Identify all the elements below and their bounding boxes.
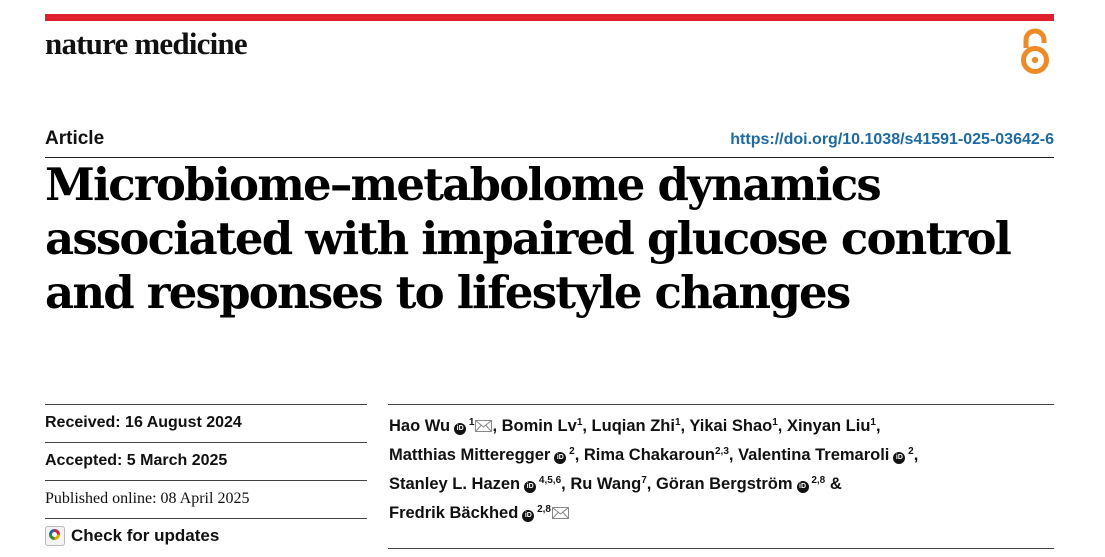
check-for-updates-button[interactable]: Check for updates bbox=[45, 526, 219, 546]
author-separator: , bbox=[777, 417, 787, 435]
affiliation-number[interactable]: 2,3 bbox=[715, 446, 729, 457]
affiliation-number[interactable]: 2,8 bbox=[534, 504, 551, 515]
orcid-icon[interactable]: iD bbox=[454, 423, 467, 435]
affiliation-number[interactable]: 1 bbox=[870, 417, 876, 428]
article-type: Article bbox=[45, 128, 105, 149]
author-separator: & bbox=[825, 475, 842, 493]
affiliation-number[interactable]: 7 bbox=[641, 475, 647, 486]
author-separator: , bbox=[582, 417, 592, 435]
doi-link[interactable]: https://doi.org/10.1038/s41591-025-03642… bbox=[730, 131, 1054, 148]
orcid-icon[interactable]: iD bbox=[524, 481, 537, 493]
author-name: Göran Bergström bbox=[655, 475, 793, 493]
affiliation-number[interactable]: 1 bbox=[674, 417, 681, 428]
author[interactable]: Luqian Zhi1 bbox=[592, 417, 681, 435]
check-for-updates-icon bbox=[45, 526, 65, 546]
meta-divider bbox=[45, 518, 367, 519]
published-date: Published online: 08 April 2025 bbox=[45, 490, 250, 507]
affiliation-number[interactable]: 2 bbox=[905, 446, 914, 457]
authors-divider bbox=[388, 548, 1054, 549]
title-line: Microbiome–metabolome dynamics bbox=[45, 158, 882, 211]
author-list: Hao Wu iD 1, Bomin Lv1, Luqian Zhi1, Yika… bbox=[389, 410, 1054, 526]
received-date: Received: 16 August 2024 bbox=[45, 414, 242, 431]
author-separator: , bbox=[574, 446, 584, 464]
author-name: Stanley L. Hazen bbox=[389, 475, 521, 493]
article-title: Microbiome–metabolome dynamics associate… bbox=[45, 158, 1045, 320]
brand-bar bbox=[45, 14, 1054, 21]
journal-logo[interactable]: nature medicine bbox=[45, 26, 248, 61]
title-line: and responses to lifestyle changes bbox=[45, 266, 851, 319]
orcid-icon[interactable]: iD bbox=[796, 481, 809, 493]
orcid-icon[interactable]: iD bbox=[893, 452, 906, 464]
affiliation-number[interactable]: 1 bbox=[772, 417, 778, 428]
check-for-updates-label: Check for updates bbox=[71, 526, 220, 545]
meta-divider bbox=[45, 442, 367, 443]
author[interactable]: Stanley L. Hazen iD 4,5,6 bbox=[389, 475, 561, 493]
author[interactable]: Hao Wu iD 1 bbox=[389, 417, 493, 435]
author[interactable]: Matthias Mitteregger iD 2 bbox=[389, 446, 575, 464]
author-name: Hao Wu bbox=[389, 417, 451, 435]
author[interactable]: Ru Wang7 bbox=[570, 475, 646, 493]
author[interactable]: Bomin Lv1 bbox=[502, 417, 583, 435]
author-separator: , bbox=[728, 446, 739, 464]
author-name: Xinyan Liu bbox=[786, 417, 871, 435]
email-icon[interactable] bbox=[475, 420, 493, 432]
author[interactable]: Yikai Shao1 bbox=[689, 417, 777, 435]
author-name: Luqian Zhi bbox=[591, 417, 675, 435]
author-separator: , bbox=[492, 417, 502, 435]
affiliation-number[interactable]: 1 bbox=[466, 417, 475, 428]
author-separator: , bbox=[875, 417, 881, 435]
author-separator: , bbox=[646, 475, 656, 493]
author[interactable]: Göran Bergström iD 2,8 bbox=[656, 475, 825, 493]
meta-divider bbox=[45, 404, 367, 405]
author-separator: , bbox=[913, 446, 919, 464]
author-name: Ru Wang bbox=[570, 475, 642, 493]
author[interactable]: Rima Chakaroun2,3 bbox=[584, 446, 729, 464]
email-icon[interactable] bbox=[552, 507, 569, 519]
author[interactable]: Xinyan Liu1 bbox=[787, 417, 876, 435]
orcid-icon[interactable]: iD bbox=[522, 510, 535, 522]
author-name: Bomin Lv bbox=[501, 417, 577, 435]
affiliation-number[interactable]: 2,8 bbox=[808, 475, 826, 486]
author-name: Yikai Shao bbox=[689, 417, 773, 435]
author-separator: , bbox=[561, 475, 571, 493]
meta-divider bbox=[45, 480, 367, 481]
open-access-icon bbox=[1021, 28, 1049, 74]
title-line: associated with impaired glucose control bbox=[45, 212, 1012, 265]
author-name: Valentina Tremaroli bbox=[738, 446, 890, 464]
author[interactable]: Valentina Tremaroli iD 2 bbox=[738, 446, 914, 464]
author-name: Matthias Mitteregger bbox=[389, 446, 551, 464]
orcid-icon[interactable]: iD bbox=[554, 452, 567, 464]
affiliation-number[interactable]: 4,5,6 bbox=[536, 475, 562, 486]
author[interactable]: Fredrik Bäckhed iD 2,8 bbox=[389, 504, 569, 522]
header-divider bbox=[45, 157, 1054, 158]
author-separator: , bbox=[680, 417, 690, 435]
affiliation-number[interactable]: 1 bbox=[576, 417, 583, 428]
authors-divider bbox=[388, 404, 1054, 405]
author-name: Fredrik Bäckhed bbox=[389, 504, 519, 522]
author-name: Rima Chakaroun bbox=[583, 446, 715, 464]
affiliation-number[interactable]: 2 bbox=[566, 446, 575, 457]
accepted-date: Accepted: 5 March 2025 bbox=[45, 452, 228, 469]
